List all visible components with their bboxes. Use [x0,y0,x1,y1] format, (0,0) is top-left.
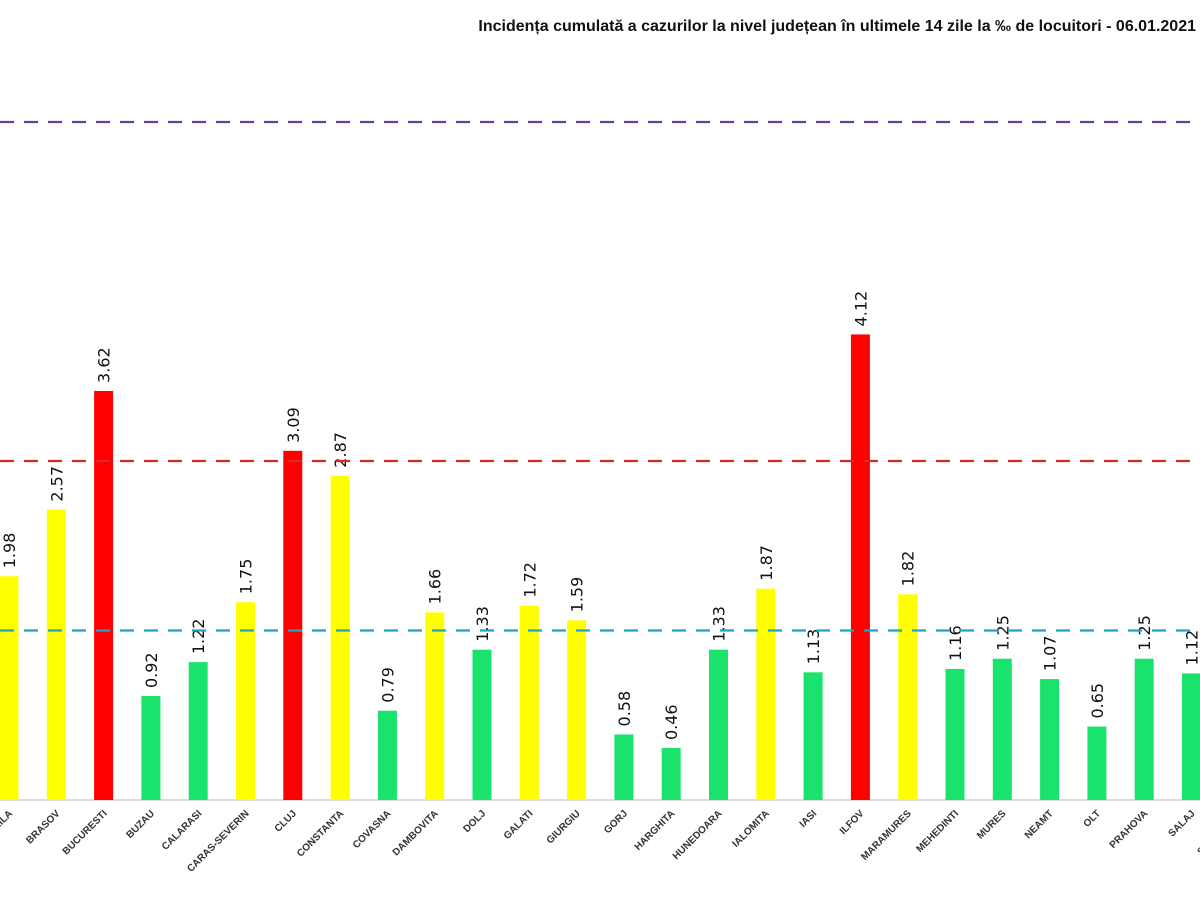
data-label-salaj: 1.12 [1183,630,1200,666]
bar-neamt [1040,679,1060,800]
tick-label-covasna: COVASNA [351,808,394,851]
data-label-hunedoara: 1.33 [710,606,729,642]
data-label-bucuresti: 3.62 [95,347,114,383]
bar-olt [1087,726,1107,800]
data-label-brasov: 2.57 [47,466,66,502]
tick-label-neamt: NEAMT [1023,808,1056,841]
chart-title: Incidența cumulată a cazurilor la nivel … [478,18,1196,35]
data-label-neamt: 1.07 [1041,635,1060,671]
bar-calarasi [188,662,208,800]
tick-label-olt: OLT [1082,808,1103,829]
data-label-mehedinti: 1.16 [946,625,965,661]
bar-bucuresti [94,390,114,800]
data-label-dolj: 1.33 [473,606,492,642]
data-label-caras-severin: 1.75 [237,559,256,595]
bar-hunedoara [709,649,728,800]
bar-mehedinti [945,668,965,800]
tick-label-dolj: DOLJ [461,808,488,835]
bar-constanta [330,475,350,800]
bar-gorj [614,734,634,800]
tick-label-ilfov: ILFOV [838,808,867,837]
tick-label-salaj: SALAJ [1167,808,1198,839]
data-label-ilfov: 4.12 [851,291,870,327]
tick-label-hunedoara: HUNEDOARA [671,808,725,862]
bar-covasna [377,710,397,800]
data-label-harghita: 0.46 [662,704,681,740]
data-label-mures: 1.25 [993,615,1012,651]
tick-label-calarasi: CALARASI [160,808,204,852]
bar-ialomita [756,588,776,800]
bar-maramures [898,594,918,800]
bar-mures [992,658,1012,800]
bar-buzau [141,696,161,800]
data-label-olt: 0.65 [1088,683,1107,719]
bar-cluj [283,450,303,800]
tick-label-bucuresti: BUCURESTI [61,808,110,857]
tick-label-mehedinti: MEHEDINTI [914,808,961,855]
data-label-ialomita: 1.87 [757,545,776,581]
tick-label-mures: MURES [975,808,1009,842]
data-label-iasi: 1.13 [804,629,823,665]
data-label-calarasi: 1.22 [189,619,208,655]
data-label-buzau: 0.92 [142,652,161,688]
bar-dambovita [425,612,445,800]
bar-iasi [803,672,823,800]
data-label-braila: 1.98 [0,533,19,569]
tick-label-iasi: IASI [798,808,820,830]
bar-giurgiu [567,620,587,800]
bar-braila [0,576,19,800]
tick-label-buzau: BUZAU [124,808,157,841]
bar-salaj [1182,673,1200,800]
tick-label-prahova: PRAHOVA [1108,808,1151,851]
bar-prahova [1134,658,1154,800]
tick-label-constanta: CONSTANTA [295,808,346,859]
data-label-constanta: 2.87 [331,432,350,468]
tick-label-braila: BRAILA [0,808,15,842]
bar-caras-severin [236,602,255,800]
tick-label-maramures: MARAMURES [859,808,914,863]
bar-dolj [472,649,492,800]
tick-label-dambovita: DAMBOVITA [391,808,441,858]
data-label-covasna: 0.79 [378,667,397,703]
data-label-dambovita: 1.66 [426,569,445,605]
tick-label-ialomita: IALOMITA [730,808,771,849]
tick-label-brasov: BRASOV [24,808,62,846]
tick-label-harghita: HARGHITA [633,808,678,853]
data-label-galati: 1.72 [520,562,539,598]
data-label-maramures: 1.82 [899,551,918,587]
tick-label-giurgiu: GIURGIU [545,808,583,846]
data-label-gorj: 0.58 [615,691,634,727]
tick-label-gorj: GORJ [602,808,630,836]
data-label-prahova: 1.25 [1135,615,1154,651]
bar-ilfov [850,334,870,800]
bar-galati [519,605,539,800]
tick-label-cluj: CLUJ [273,808,299,834]
bar-harghita [661,748,681,800]
data-label-cluj: 3.09 [284,407,303,443]
data-label-giurgiu: 1.59 [568,577,587,613]
bar-brasov [46,509,66,800]
tick-label-galati: GALATI [502,808,536,842]
